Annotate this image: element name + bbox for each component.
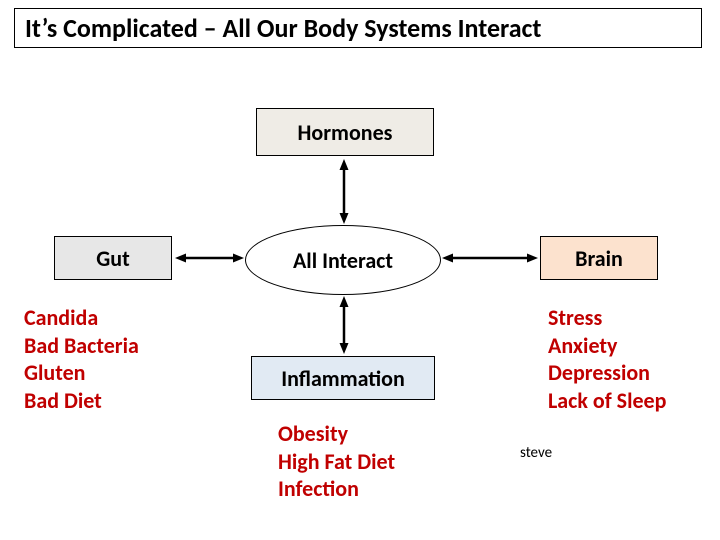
footer-note: steve — [520, 444, 552, 462]
node-gut: Gut — [54, 236, 172, 280]
node-center-label: All Interact — [293, 247, 393, 274]
node-inflammation: Inflammation — [251, 356, 435, 400]
page-title: It’s Complicated – All Our Body Systems … — [14, 8, 702, 48]
list-line: Depression — [548, 359, 666, 387]
diagram-stage: It’s Complicated – All Our Body Systems … — [0, 0, 720, 540]
node-inflammation-label: Inflammation — [281, 365, 405, 392]
page-title-text: It’s Complicated – All Our Body Systems … — [25, 12, 541, 44]
list-line: Stress — [548, 304, 666, 332]
list-line: Obesity — [278, 420, 395, 448]
node-hormones-label: Hormones — [298, 119, 393, 146]
node-hormones: Hormones — [256, 108, 434, 156]
footer-note-text: steve — [520, 444, 552, 462]
list-line: Anxiety — [548, 332, 666, 360]
gut-list: CandidaBad BacteriaGlutenBad Diet — [24, 304, 139, 414]
list-line: Bad Diet — [24, 387, 139, 415]
list-line: High Fat Diet — [278, 448, 395, 476]
list-line: Infection — [278, 475, 395, 503]
list-line: Candida — [24, 304, 139, 332]
list-line: Bad Bacteria — [24, 332, 139, 360]
node-gut-label: Gut — [96, 245, 129, 272]
list-line: Gluten — [24, 359, 139, 387]
brain-list: StressAnxietyDepressionLack of Sleep — [548, 304, 666, 414]
list-line: Lack of Sleep — [548, 387, 666, 415]
inflammation-list: ObesityHigh Fat DietInfection — [278, 420, 395, 503]
node-center: All Interact — [245, 225, 441, 295]
node-brain: Brain — [540, 236, 658, 280]
node-brain-label: Brain — [575, 245, 623, 272]
